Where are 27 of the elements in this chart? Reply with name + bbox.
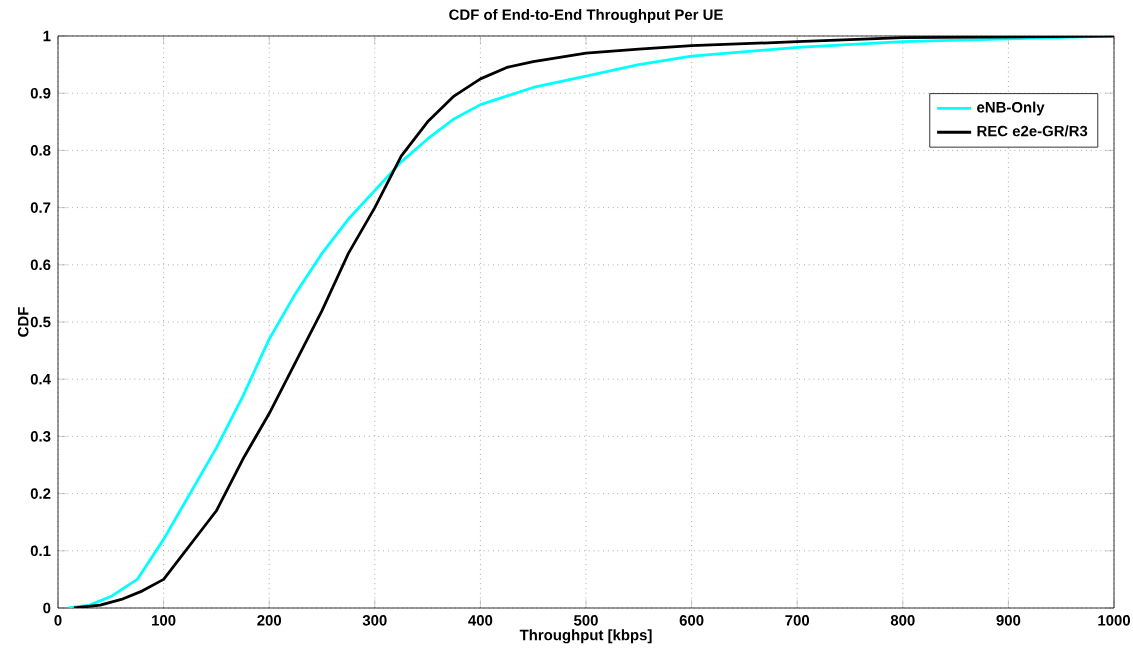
legend-label: REC e2e-GR/R3 — [977, 125, 1088, 137]
y-axis-title: CDF — [17, 307, 29, 337]
x-tick-label: 800 — [890, 615, 915, 626]
chart-title: CDF of End-to-End Throughput Per UE — [449, 9, 723, 23]
y-tick-label: 1 — [43, 30, 51, 42]
x-tick-label: 500 — [574, 615, 598, 626]
y-tick-label: 0.5 — [30, 316, 51, 328]
y-tick-label: 0.9 — [30, 87, 51, 99]
legend-label: eNB-Only — [977, 101, 1045, 116]
y-tick-label: 0.3 — [30, 431, 51, 442]
x-tick-label: 200 — [257, 615, 282, 626]
x-tick-label: 300 — [362, 615, 387, 626]
y-tick-label: 0.2 — [30, 488, 51, 499]
x-tick-label: 100 — [152, 615, 176, 626]
y-tick-label: 0.4 — [30, 373, 51, 385]
x-tick-label: 900 — [996, 615, 1021, 626]
y-tick-label: 0.1 — [30, 545, 51, 557]
x-tick-label: 0 — [54, 615, 62, 626]
y-tick-label: 0.7 — [30, 202, 51, 213]
x-tick-label: 700 — [785, 615, 810, 626]
y-tick-label: 0 — [43, 602, 51, 614]
x-tick-label: 1000 — [1098, 615, 1130, 626]
x-tick-label: 400 — [468, 615, 493, 626]
x-axis-title: Throughput [kbps] — [519, 629, 652, 644]
y-tick-label: 0.8 — [30, 145, 51, 156]
x-tick-label: 600 — [679, 615, 704, 626]
y-tick-label: 0.6 — [30, 259, 51, 271]
